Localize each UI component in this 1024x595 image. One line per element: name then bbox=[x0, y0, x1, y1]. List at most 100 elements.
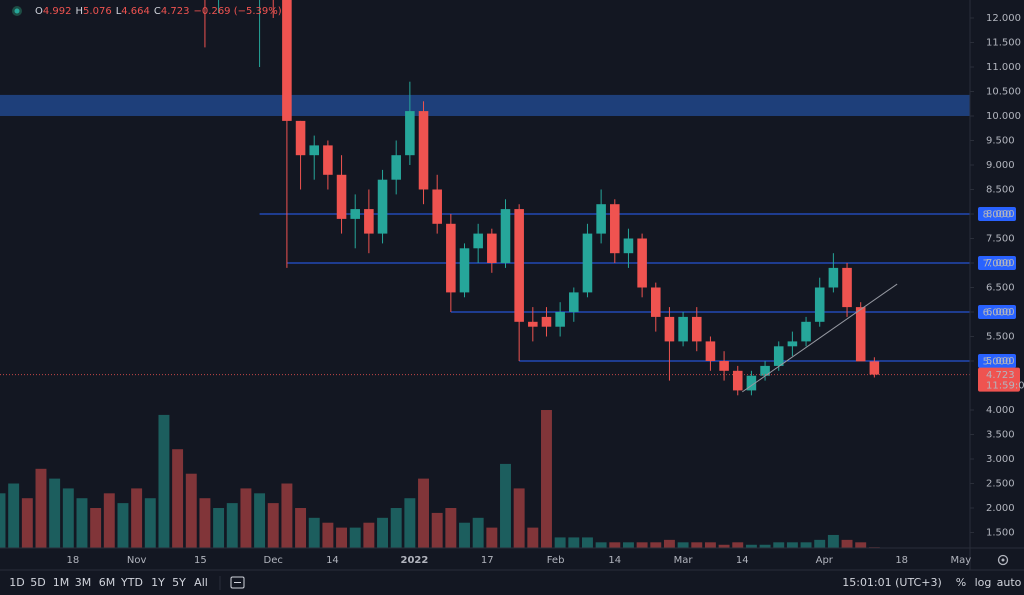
scale-option[interactable]: auto bbox=[997, 576, 1022, 589]
y-tick-label: 11.500 bbox=[986, 37, 1021, 48]
status-dot bbox=[14, 8, 20, 14]
candle-body bbox=[541, 316, 552, 327]
candle-body bbox=[801, 321, 811, 342]
x-tick-label: Apr bbox=[816, 555, 834, 566]
range-button[interactable]: 5D bbox=[30, 576, 45, 589]
candle-body bbox=[377, 179, 388, 234]
candle-body bbox=[418, 111, 429, 190]
candle-body bbox=[514, 209, 524, 322]
y-tick-label: 7.500 bbox=[986, 233, 1015, 244]
candle-body bbox=[719, 361, 729, 371]
volume-bar bbox=[609, 542, 621, 548]
range-button[interactable]: YTD bbox=[120, 576, 143, 589]
volume-bar bbox=[855, 542, 867, 548]
candle-body bbox=[623, 238, 634, 254]
volume-bar bbox=[827, 534, 839, 548]
range-button[interactable]: 1Y bbox=[151, 576, 165, 589]
y-tick-label: 6.000 bbox=[986, 307, 1015, 318]
volume-bar bbox=[213, 508, 225, 548]
date-range-icon[interactable] bbox=[230, 576, 245, 589]
volume-bar bbox=[377, 517, 388, 548]
volume-bar bbox=[90, 508, 102, 548]
range-button[interactable]: 1M bbox=[53, 576, 70, 589]
range-button[interactable]: 1D bbox=[9, 576, 24, 589]
candle-body bbox=[814, 287, 825, 322]
volume-bar bbox=[0, 493, 6, 548]
last-price-label: 4.723 bbox=[986, 370, 1015, 381]
toolbar: 1D 5D 1M 3M 6M YTD 1Y 5Y All 15:01:01 (UTC+3)% log… bbox=[9, 576, 1021, 589]
volume-bar bbox=[131, 488, 143, 548]
y-tick-label: 4.000 bbox=[986, 405, 1015, 416]
volume-bar bbox=[800, 542, 812, 548]
candle-body bbox=[691, 316, 702, 342]
volume-bar bbox=[663, 539, 675, 548]
level-label: 5.000 bbox=[983, 357, 1012, 368]
volume-bar bbox=[595, 542, 607, 548]
candle-body bbox=[323, 145, 333, 175]
candle-body bbox=[842, 267, 852, 308]
y-tick-label: 5.000 bbox=[986, 356, 1015, 367]
volume-bar bbox=[472, 517, 484, 548]
volume-bar bbox=[554, 537, 566, 548]
range-button[interactable]: 3M bbox=[75, 576, 92, 589]
volume-bar bbox=[349, 527, 361, 548]
x-tick-label: 15 bbox=[194, 555, 207, 566]
scale-option[interactable]: log bbox=[975, 576, 992, 589]
volume-bar bbox=[62, 488, 74, 548]
volume-bar bbox=[541, 410, 552, 548]
range-button[interactable]: 5Y bbox=[172, 576, 186, 589]
candle-body bbox=[528, 321, 538, 327]
volume-bar bbox=[582, 537, 593, 548]
candle-body bbox=[746, 375, 757, 391]
volume-bar bbox=[390, 508, 402, 548]
volume-bar bbox=[841, 539, 853, 548]
candle-body bbox=[787, 341, 798, 347]
candle-body bbox=[678, 316, 688, 342]
volume-bar bbox=[199, 498, 211, 548]
y-tick-label: 7.000 bbox=[986, 258, 1015, 269]
y-tick-label: 2.000 bbox=[986, 503, 1015, 514]
x-tick-label: 18 bbox=[66, 555, 79, 566]
volume-bar bbox=[49, 478, 61, 548]
y-tick-label: 10.000 bbox=[986, 111, 1021, 122]
volume-bar bbox=[404, 498, 416, 548]
level-label: 6.000 bbox=[983, 308, 1012, 319]
volume-bar bbox=[172, 449, 184, 548]
candle-body bbox=[459, 248, 470, 293]
volume-bar bbox=[35, 468, 47, 548]
volume-bar bbox=[117, 503, 129, 548]
volume-bar bbox=[704, 542, 716, 548]
ohlc-value: 5.076 bbox=[83, 6, 112, 17]
volume-bar bbox=[527, 527, 539, 548]
x-tick-label: Feb bbox=[547, 555, 565, 566]
volume-bar bbox=[500, 463, 511, 548]
level-label-box bbox=[978, 354, 1016, 369]
plot bbox=[0, 0, 970, 548]
range-button[interactable]: All bbox=[194, 576, 208, 589]
volume-bar bbox=[185, 473, 197, 548]
candle-body bbox=[350, 209, 360, 219]
candle-body bbox=[610, 204, 620, 254]
candle-body bbox=[336, 174, 347, 219]
range-button[interactable]: 6M bbox=[99, 576, 116, 589]
y-tick-label: 8.500 bbox=[986, 184, 1015, 195]
settings-icon[interactable] bbox=[997, 554, 1009, 566]
volume-bar bbox=[322, 522, 334, 548]
x-tick-label: Mar bbox=[674, 555, 694, 566]
y-tick-label: 9.500 bbox=[986, 135, 1015, 146]
scale-option[interactable]: % bbox=[956, 576, 966, 589]
volume-bar bbox=[144, 498, 156, 548]
volume-bar bbox=[718, 544, 730, 548]
candle-body bbox=[405, 111, 415, 156]
volume-bar bbox=[431, 512, 443, 548]
volume-bar bbox=[363, 522, 375, 548]
volume-bar bbox=[254, 493, 266, 548]
candle-body bbox=[855, 307, 866, 362]
y-tick-label: 2.500 bbox=[986, 479, 1015, 490]
x-tick-label: 14 bbox=[736, 555, 749, 566]
clock[interactable]: 15:01:01 (UTC+3) bbox=[842, 576, 942, 589]
volume-bar bbox=[103, 493, 115, 548]
volume-bar bbox=[240, 488, 252, 548]
y-tick-label: 8.000 bbox=[986, 209, 1015, 220]
